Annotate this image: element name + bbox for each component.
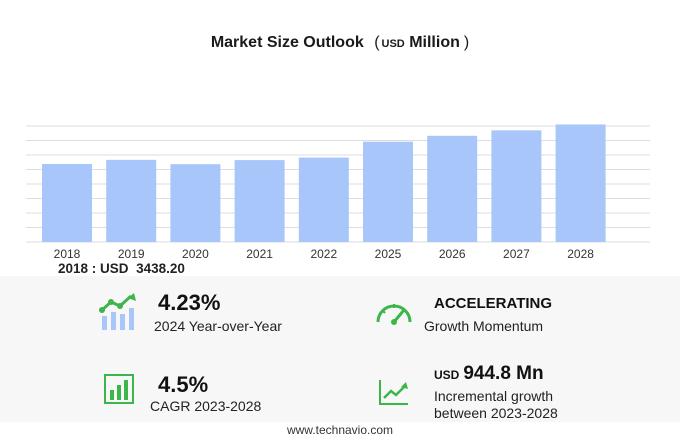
momentum-value: ACCELERATING: [434, 295, 553, 312]
bar-2025: [363, 141, 413, 242]
incremental-label-line1: Incremental growth: [434, 388, 554, 404]
yoy-value: 4.23%: [158, 290, 221, 315]
x-tick-label: 2026: [439, 247, 466, 261]
bar-chart: 2018 2019 2020 2021 2022 2025 2026 2027 2028: [26, 124, 650, 261]
chart-title-text: Market Size Outlook: [210, 34, 364, 51]
bar-2019: [106, 159, 157, 242]
cagr-label: CAGR 2023-2028: [150, 398, 262, 414]
title-unit-word: Million: [409, 34, 460, 51]
trend-line-icon: [379, 380, 408, 405]
speedometer-icon: [376, 304, 412, 325]
x-tick-label: 2018: [54, 247, 81, 261]
title-close-paren: ): [463, 34, 470, 51]
base-year-caption: 2018 : USD 3438.20: [58, 261, 185, 276]
incremental-label-line2: between 2023-2028: [434, 405, 558, 421]
bar-2028: [555, 124, 606, 242]
cagr-value: 4.5%: [158, 372, 209, 397]
bar-2026: [427, 135, 478, 242]
stats-panel: 4.23% 2024 Year-over-Year ACCELERATING G…: [0, 276, 680, 422]
incremental-unit: USD: [434, 368, 460, 382]
incremental-value: 944.8 Mn: [463, 363, 544, 384]
x-tick-label: 2025: [375, 247, 402, 261]
bar-2021: [234, 160, 285, 242]
x-tick-label: 2022: [310, 247, 337, 261]
x-tick-label: 2020: [182, 247, 209, 261]
bar-2022: [298, 157, 349, 242]
x-tick-label: 2028: [567, 247, 594, 261]
yoy-label: 2024 Year-over-Year: [154, 318, 282, 334]
bar-growth-icon: [99, 293, 136, 330]
source-footer: www.technavio.com: [286, 423, 394, 437]
title-open-paren: (: [374, 34, 380, 51]
bar-2027: [491, 130, 542, 242]
bar-2020: [170, 164, 221, 242]
chart-title: Market Size Outlook (USD Million): [0, 34, 680, 52]
incremental-amount: USD 944.8 Mn: [434, 364, 544, 383]
x-tick-label: 2019: [118, 247, 145, 261]
bar-2018: [42, 163, 92, 242]
x-tick-label: 2021: [246, 247, 273, 261]
caption-year: 2018: [58, 261, 89, 276]
title-unit: USD: [381, 38, 405, 50]
caption-unit: USD: [100, 261, 129, 276]
cagr-chart-icon: [104, 374, 134, 404]
momentum-label: Growth Momentum: [424, 318, 544, 334]
caption-value: 3438.20: [136, 261, 185, 276]
x-tick-label: 2027: [503, 247, 530, 261]
